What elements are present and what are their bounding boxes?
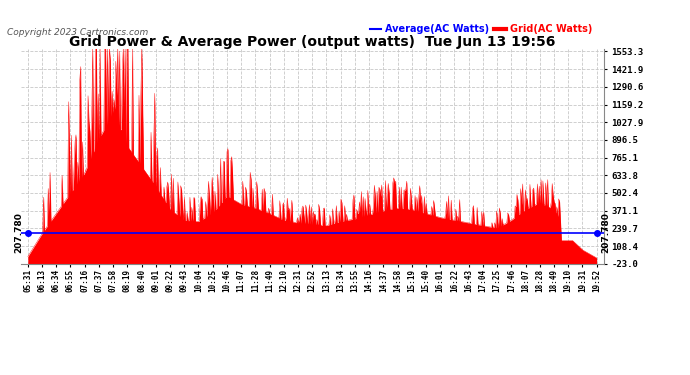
Text: Copyright 2023 Cartronics.com: Copyright 2023 Cartronics.com [7, 28, 148, 37]
Legend: Average(AC Watts), Grid(AC Watts): Average(AC Watts), Grid(AC Watts) [366, 20, 596, 38]
Text: 207.780: 207.780 [601, 212, 610, 253]
Text: 207.780: 207.780 [14, 212, 23, 253]
Title: Grid Power & Average Power (output watts)  Tue Jun 13 19:56: Grid Power & Average Power (output watts… [69, 35, 555, 49]
